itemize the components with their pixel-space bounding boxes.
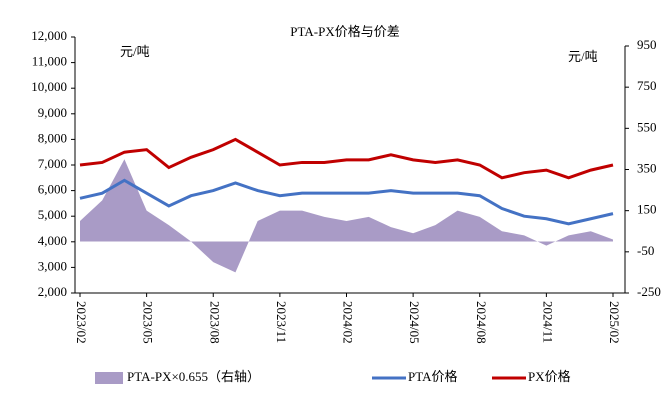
- x-tick-label: 2024/11: [540, 301, 555, 343]
- legend-label: PTA-PX×0.655（右轴）: [127, 369, 260, 384]
- y2-tick-label: 350: [637, 160, 657, 175]
- y-tick-label: 10,000: [31, 79, 67, 94]
- legend-swatch: [95, 372, 123, 384]
- x-tick-label: 2024/05: [407, 301, 422, 344]
- y-tick-label: 4,000: [38, 233, 67, 248]
- legend-label: PX价格: [528, 369, 571, 384]
- x-tick-label: 2025/02: [607, 301, 622, 344]
- y-tick-label: 9,000: [38, 105, 67, 120]
- y-unit: 元/吨: [120, 44, 150, 59]
- y-tick-label: 2,000: [38, 284, 67, 299]
- y-tick-label: 8,000: [38, 130, 67, 145]
- y2-tick-label: 950: [637, 37, 657, 52]
- y-tick-label: 7,000: [38, 156, 67, 171]
- y-tick-label: 6,000: [38, 182, 67, 197]
- y2-tick-label: -50: [637, 243, 654, 258]
- x-tick-label: 2023/02: [74, 301, 89, 344]
- spread-area: [80, 159, 613, 273]
- y2-tick-label: 750: [637, 78, 657, 93]
- y2-tick-label: 150: [637, 202, 657, 217]
- y2-unit: 元/吨: [568, 49, 598, 64]
- y2-tick-label: 550: [637, 119, 657, 134]
- price-line: [79, 178, 614, 226]
- x-tick-label: 2024/02: [341, 301, 356, 344]
- y-tick-label: 11,000: [32, 54, 67, 69]
- chart-title: PTA-PX价格与价差: [290, 24, 399, 39]
- x-tick-label: 2023/05: [141, 301, 156, 344]
- price-line: [79, 137, 614, 180]
- y2-tick-label: -250: [637, 284, 661, 299]
- x-tick-label: 2024/08: [474, 301, 489, 344]
- y-tick-label: 5,000: [38, 207, 67, 222]
- y-tick-label: 3,000: [38, 258, 67, 273]
- x-tick-label: 2023/08: [207, 301, 222, 344]
- x-tick-label: 2023/11: [274, 301, 289, 343]
- legend-label: PTA价格: [408, 369, 458, 384]
- y-tick-label: 12,000: [31, 28, 67, 43]
